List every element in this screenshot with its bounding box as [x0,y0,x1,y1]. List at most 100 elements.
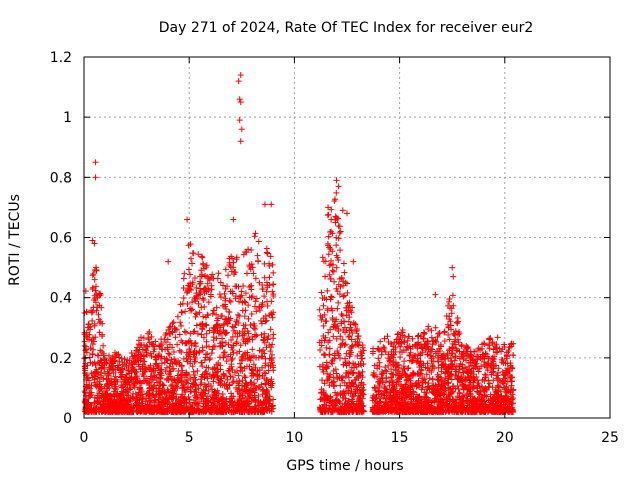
data-point [238,292,245,299]
data-point [198,331,205,338]
data-point [94,375,101,382]
data-point [105,404,112,411]
data-point [446,295,453,302]
data-point [250,361,257,368]
data-point [248,370,255,377]
data-point [154,404,161,411]
data-point [166,368,173,375]
data-point [237,72,244,79]
data-point [230,216,237,223]
data-point [135,337,142,344]
data-point [229,255,236,262]
data-point [249,394,256,401]
data-point [248,261,255,268]
data-point [225,367,232,374]
data-point [328,206,335,213]
data-point [344,289,351,296]
data-point [106,380,113,387]
data-point [244,363,251,370]
data-point [189,299,196,306]
data-point [262,318,269,325]
data-point [180,275,187,282]
data-point [265,367,272,374]
data-point [169,402,176,409]
data-point [252,275,259,282]
data-point [213,304,220,311]
data-point [236,330,243,337]
data-point [269,261,276,268]
data-point [336,291,343,298]
data-point [270,293,277,300]
data-point [177,398,184,405]
data-point [178,322,185,329]
data-point [88,307,95,314]
data-point [105,352,112,359]
data-point [262,360,269,367]
data-point [337,382,344,389]
data-point [187,241,194,248]
data-point [98,349,105,356]
data-point [166,324,173,331]
data-point [269,314,276,321]
data-point [222,405,229,412]
data-point [140,335,147,342]
data-point [349,342,356,349]
data-point [236,397,243,404]
data-point [135,361,142,368]
data-point [251,389,258,396]
data-point [189,250,196,257]
data-point [435,330,442,337]
data-point [245,302,252,309]
data-point [258,331,265,338]
data-point [263,288,270,295]
data-point [342,370,349,377]
data-point [86,382,93,389]
data-point [95,316,102,323]
data-point [149,341,156,348]
data-point [202,351,209,358]
y-tick-labels: 00.20.40.60.811.2 [50,50,72,427]
data-point [350,258,357,265]
data-point [202,370,209,377]
data-point [158,336,165,343]
data-point [263,245,270,252]
data-point [90,334,97,341]
data-point [267,253,274,260]
data-point [254,376,261,383]
data-point [195,385,202,392]
data-point [335,183,342,190]
data-point [210,378,217,385]
data-point [151,403,158,410]
data-point [201,265,208,272]
data-point [236,348,243,355]
data-point [190,329,197,335]
data-point [255,257,262,264]
data-point [333,177,340,184]
data-point [345,374,352,381]
data-point [198,359,205,366]
data-point [494,334,501,341]
data-point [219,312,226,319]
data-point [148,340,155,347]
data-point [259,388,266,395]
data-point [109,408,116,415]
data-point [176,405,183,412]
data-point [333,264,340,271]
data-point [153,391,160,398]
data-point [157,355,164,362]
data-point [119,366,126,373]
data-point [224,320,231,327]
data-point [226,368,233,375]
data-point [350,360,357,367]
data-point [191,274,198,281]
data-point [93,383,100,390]
data-point [103,360,110,367]
data-point [141,365,148,372]
data-point [166,408,173,415]
data-point [432,324,439,331]
data-point [235,372,242,379]
data-point [325,399,332,406]
data-point [179,300,186,307]
data-point [316,306,323,313]
data-point [236,313,243,320]
